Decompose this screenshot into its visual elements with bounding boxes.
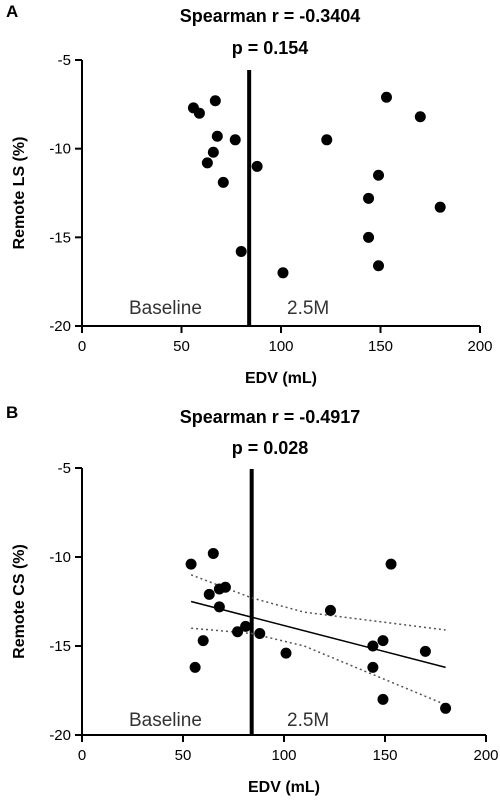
chart-a: A Spearman r = -0.3404 p = 0.154 -5 -10 -15 -2… bbox=[6, 2, 493, 387]
y-tick-label: -15 bbox=[49, 229, 71, 246]
x-tick-label: 0 bbox=[78, 338, 86, 355]
data-point bbox=[373, 169, 385, 181]
data-point bbox=[373, 260, 385, 272]
x-tick-label: 150 bbox=[372, 747, 397, 764]
x-tick-label: 200 bbox=[467, 338, 492, 355]
panel-b: B Spearman r = -0.4917 p = 0.028 -5 -10 -15 -2… bbox=[0, 404, 500, 808]
data-point bbox=[207, 547, 219, 559]
ci-lower-curve bbox=[191, 627, 446, 706]
baseline-label: Baseline bbox=[129, 298, 202, 319]
y-axis-label: Remote CS (%) bbox=[11, 544, 28, 659]
period-label-2-5m: 2.5M bbox=[287, 710, 329, 731]
data-point bbox=[213, 601, 225, 613]
panel-letter: A bbox=[6, 2, 18, 21]
data-point bbox=[207, 146, 219, 158]
x-tick-label: 50 bbox=[175, 747, 192, 764]
x-axis-label: EDV (mL) bbox=[248, 779, 320, 796]
data-point bbox=[277, 267, 289, 279]
y-tick-label: -20 bbox=[49, 727, 71, 744]
data-point bbox=[419, 645, 431, 657]
data-point bbox=[232, 626, 244, 638]
data-point bbox=[324, 604, 336, 616]
y-tick-label: -15 bbox=[49, 638, 71, 655]
ci-upper-curve bbox=[190, 574, 446, 631]
data-point bbox=[280, 647, 292, 659]
data-point bbox=[197, 635, 209, 647]
data-point bbox=[219, 581, 231, 593]
data-point bbox=[440, 702, 452, 714]
y-tick-label: -10 bbox=[49, 141, 71, 158]
data-point bbox=[217, 176, 229, 188]
data-point bbox=[363, 192, 375, 204]
data-point bbox=[211, 130, 223, 142]
data-point bbox=[193, 107, 205, 119]
data-point bbox=[367, 661, 379, 673]
data-point bbox=[385, 558, 397, 570]
x-tick-label: 50 bbox=[173, 338, 190, 355]
data-point bbox=[240, 620, 252, 632]
x-tick-label: 200 bbox=[473, 747, 498, 764]
regression-line bbox=[190, 600, 446, 669]
y-tick-label: -5 bbox=[58, 52, 71, 69]
x-tick-label: 0 bbox=[78, 747, 86, 764]
period-label-2-5m: 2.5M bbox=[287, 298, 329, 319]
data-point bbox=[185, 558, 197, 570]
data-point bbox=[229, 134, 241, 146]
data-point bbox=[209, 95, 221, 107]
chart-title-p-value: p = 0.154 bbox=[232, 38, 309, 58]
data-point bbox=[189, 661, 201, 673]
y-tick-label: -5 bbox=[58, 460, 71, 477]
data-point bbox=[377, 635, 389, 647]
data-point bbox=[235, 246, 247, 258]
data-point bbox=[380, 91, 392, 103]
panel-a: A Spearman r = -0.3404 p = 0.154 -5 -10 -15 -2… bbox=[6, 2, 493, 387]
y-tick-label: -10 bbox=[49, 549, 71, 566]
y-axis-label: Remote LS (%) bbox=[11, 137, 28, 250]
x-tick-label: 100 bbox=[271, 747, 296, 764]
panel-letter: B bbox=[6, 404, 18, 422]
chart-title-p-value: p = 0.028 bbox=[232, 438, 309, 458]
x-axis-label: EDV (mL) bbox=[245, 370, 317, 387]
data-point bbox=[201, 157, 213, 169]
x-tick-label: 100 bbox=[268, 338, 293, 355]
chart-b: B Spearman r = -0.4917 p = 0.028 -5 -10 -15 -2… bbox=[6, 404, 499, 796]
data-point bbox=[251, 160, 263, 172]
data-point bbox=[377, 693, 389, 705]
data-point bbox=[367, 640, 379, 652]
data-point bbox=[414, 111, 426, 123]
chart-title-statistic: Spearman r = -0.3404 bbox=[180, 6, 361, 26]
chart-title-statistic: Spearman r = -0.4917 bbox=[180, 407, 361, 427]
x-tick-label: 150 bbox=[368, 338, 393, 355]
data-point bbox=[254, 628, 266, 640]
data-point bbox=[203, 588, 215, 600]
y-tick-label: -20 bbox=[49, 318, 71, 335]
baseline-label: Baseline bbox=[129, 710, 202, 731]
data-point bbox=[363, 231, 375, 243]
data-point bbox=[321, 134, 333, 146]
data-point bbox=[434, 201, 446, 213]
